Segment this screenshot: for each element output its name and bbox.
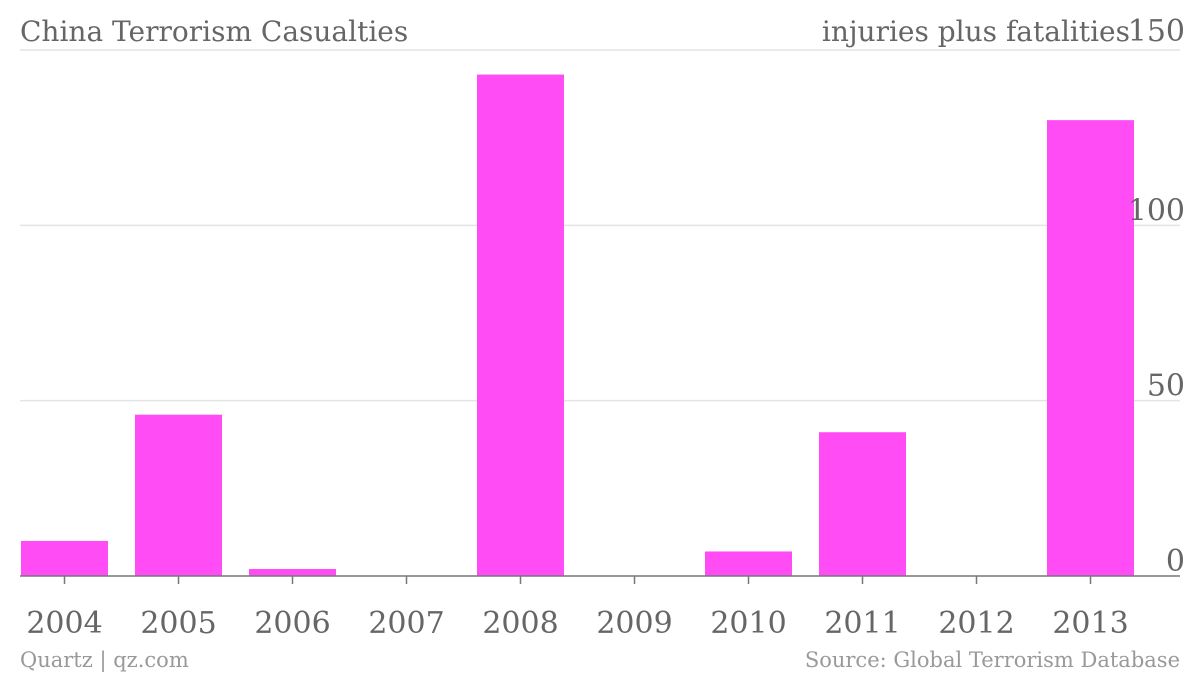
x-tick-label-2006: 2006 bbox=[254, 606, 330, 641]
bar-2013 bbox=[1047, 120, 1134, 576]
y-tick-label-0: 0 bbox=[1166, 544, 1185, 579]
footer-credit: Quartz | qz.com bbox=[20, 648, 189, 673]
x-tick-label-2004: 2004 bbox=[26, 606, 102, 641]
x-tick-label-2009: 2009 bbox=[596, 606, 672, 641]
bars bbox=[21, 74, 1134, 577]
y-tick-labels: 0 50 100 150 bbox=[1128, 14, 1185, 579]
bar-2010 bbox=[705, 551, 792, 576]
x-tick-label-2011: 2011 bbox=[824, 606, 900, 641]
x-tick-label-2013: 2013 bbox=[1052, 606, 1128, 641]
bar-2008 bbox=[477, 74, 564, 577]
x-tick-label-2010: 2010 bbox=[710, 606, 786, 641]
x-tick-label-2012: 2012 bbox=[938, 606, 1014, 641]
x-tick-label-2007: 2007 bbox=[368, 606, 444, 641]
gridlines bbox=[20, 49, 1180, 402]
bar-2004 bbox=[21, 540, 108, 576]
x-tick-label-2008: 2008 bbox=[482, 606, 558, 641]
x-ticks: 2004 2005 2006 2007 2008 2009 2010 2011 2012 2013 bbox=[26, 576, 1129, 641]
footer-source: Source: Global Terrorism Database bbox=[805, 648, 1180, 672]
bar-2006 bbox=[249, 568, 336, 576]
y-tick-label-50: 50 bbox=[1147, 369, 1185, 404]
chart-title: China Terrorism Casualties bbox=[20, 15, 408, 48]
y-tick-label-100: 100 bbox=[1128, 193, 1185, 228]
x-tick-label-2005: 2005 bbox=[140, 606, 216, 641]
bar-2011 bbox=[819, 432, 906, 576]
bar-2005 bbox=[135, 414, 222, 576]
y-axis-label: injuries plus fatalities bbox=[822, 15, 1130, 48]
y-tick-label-150: 150 bbox=[1128, 14, 1185, 49]
